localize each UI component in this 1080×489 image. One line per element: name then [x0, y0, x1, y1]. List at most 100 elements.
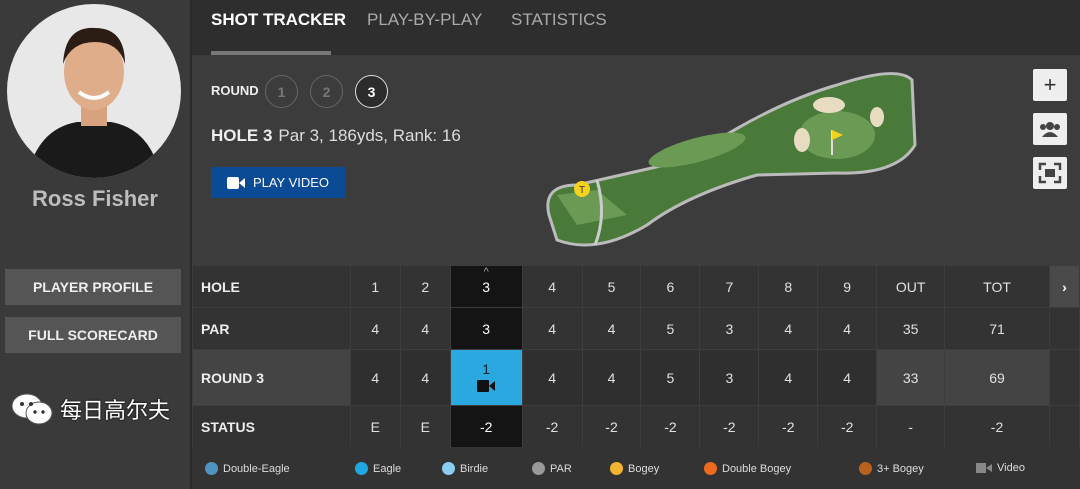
- play-video-button[interactable]: PLAY VIDEO: [211, 167, 345, 198]
- round-3-button[interactable]: 3: [355, 75, 388, 108]
- hole-map[interactable]: T: [537, 65, 917, 255]
- legend-label: Bogey: [628, 462, 660, 475]
- legend-item: Video: [976, 462, 1025, 474]
- hole-details: Par 3, 186yds, Rank: 16: [278, 126, 461, 145]
- hole-title: HOLE 3: [211, 126, 273, 145]
- tab-shot-tracker[interactable]: SHOT TRACKER: [211, 10, 347, 29]
- status-cell: -2: [758, 405, 819, 448]
- score-cell: 5: [640, 349, 701, 406]
- group-icon: [1040, 122, 1060, 137]
- hole-cell[interactable]: 6: [640, 265, 701, 308]
- out-header: OUT: [876, 265, 946, 308]
- row-label: ROUND 3: [192, 349, 351, 406]
- score-legend: Double-Eagle Eagle Birdie PAR Bogey Doub…: [192, 447, 1080, 489]
- video-camera-icon: [226, 176, 245, 189]
- status-row: STATUS E E -2 -2 -2 -2 -2 -2 -2 - -2: [192, 405, 1080, 448]
- empty-cell: [1048, 307, 1080, 350]
- legend-item: Eagle: [355, 462, 401, 475]
- row-label: PAR: [192, 307, 351, 350]
- legend-label: Eagle: [373, 462, 402, 475]
- fullscreen-icon: [1038, 162, 1062, 184]
- status-cell: -2: [521, 405, 583, 448]
- hole-cell-current[interactable]: ^ 3: [449, 265, 523, 308]
- double-eagle-dot-icon: [205, 462, 218, 475]
- shot-tracker-panel: ROUND 1 2 3 HOLE 3 Par 3, 186yds, Rank: 1…: [192, 55, 1080, 265]
- tab-statistics[interactable]: STATISTICS: [511, 10, 607, 29]
- status-cell: -2: [640, 405, 701, 448]
- tee-marker-label: T: [579, 185, 585, 196]
- watermark-text: 每日高尔夫: [60, 398, 171, 423]
- par-cell: 4: [581, 307, 642, 350]
- legend-item: 3+ Bogey: [859, 462, 924, 475]
- hole-number: 3: [482, 278, 491, 295]
- status-out: -: [876, 405, 946, 448]
- row-label: HOLE: [192, 265, 351, 308]
- double-bogey-dot-icon: [704, 462, 717, 475]
- par-cell: 3: [449, 307, 523, 350]
- hole-cell[interactable]: 2: [399, 265, 451, 308]
- legend-label: Double-Eagle: [223, 462, 290, 475]
- legend-item: Bogey: [610, 462, 659, 475]
- par-cell: 4: [817, 307, 878, 350]
- hole-row: HOLE 1 2 ^ 3 4 5 6 7 8 9 OUT TOT ›: [192, 265, 1080, 308]
- score-cell-eagle[interactable]: 1: [449, 349, 523, 406]
- player-name: Ross Fisher: [32, 186, 158, 211]
- next-nine-button[interactable]: ›: [1048, 265, 1080, 308]
- triple-bogey-dot-icon: [859, 462, 872, 475]
- par-tot: 71: [944, 307, 1050, 350]
- status-cell: -2: [699, 405, 760, 448]
- chevron-right-icon: ›: [1062, 278, 1067, 295]
- status-cell: E: [349, 405, 401, 448]
- legend-item: PAR: [532, 462, 572, 475]
- play-video-label: PLAY VIDEO: [252, 175, 330, 190]
- score-tot: 69: [944, 349, 1050, 406]
- score-cell: 4: [758, 349, 819, 406]
- legend-label: Double Bogey: [722, 462, 792, 475]
- hole-cell[interactable]: 9: [817, 265, 878, 308]
- par-cell: 5: [640, 307, 701, 350]
- legend-label: Birdie: [460, 462, 489, 475]
- legend-label: Video: [997, 462, 1025, 474]
- hole-info: HOLE 3 Par 3, 186yds, Rank: 16: [211, 126, 461, 146]
- par-cell: 4: [758, 307, 819, 350]
- round-1-button[interactable]: 1: [265, 75, 298, 108]
- status-cell: -2: [449, 405, 523, 448]
- status-cell: E: [399, 405, 451, 448]
- round-2-button[interactable]: 2: [310, 75, 343, 108]
- status-cell: -2: [817, 405, 878, 448]
- par-out: 35: [876, 307, 946, 350]
- status-cell: -2: [581, 405, 642, 448]
- wechat-logo-icon: [11, 393, 53, 425]
- round-3-row: ROUND 3 4 4 1 4 4 5 3 4 4 33 69: [192, 349, 1080, 406]
- zoom-in-button[interactable]: +: [1033, 69, 1067, 101]
- legend-item: Double-Eagle: [205, 462, 290, 475]
- tab-play-by-play[interactable]: PLAY-BY-PLAY: [367, 10, 483, 29]
- fullscreen-button[interactable]: [1033, 157, 1067, 189]
- par-cell: 4: [349, 307, 401, 350]
- video-camera-icon: [477, 379, 496, 392]
- legend-item: Birdie: [442, 462, 488, 475]
- score-cell: 4: [817, 349, 878, 406]
- score-out: 33: [876, 349, 946, 406]
- hole-cell[interactable]: 1: [349, 265, 401, 308]
- scorecard-table: HOLE 1 2 ^ 3 4 5 6 7 8 9 OUT TOT › PAR 4 …: [192, 265, 1080, 448]
- full-scorecard-button[interactable]: FULL SCORECARD: [5, 317, 181, 353]
- status-tot: -2: [944, 405, 1050, 448]
- hole-cell[interactable]: 5: [581, 265, 642, 308]
- player-profile-button[interactable]: PLAYER PROFILE: [5, 269, 181, 305]
- par-cell: 4: [399, 307, 451, 350]
- group-view-button[interactable]: [1033, 113, 1067, 145]
- par-cell: 3: [699, 307, 760, 350]
- watermark: 每日高尔夫: [10, 392, 170, 426]
- video-camera-icon: [976, 463, 992, 473]
- player-avatar: [7, 4, 181, 178]
- score-cell: 4: [581, 349, 642, 406]
- legend-label: 3+ Bogey: [877, 462, 924, 475]
- legend-item: Double Bogey: [704, 462, 791, 475]
- hole-cell[interactable]: 4: [521, 265, 583, 308]
- hole-cell[interactable]: 7: [699, 265, 760, 308]
- hole-cell[interactable]: 8: [758, 265, 819, 308]
- round-label: ROUND: [211, 83, 259, 98]
- par-row: PAR 4 4 3 4 4 5 3 4 4 35 71: [192, 307, 1080, 350]
- legend-label: PAR: [550, 462, 572, 475]
